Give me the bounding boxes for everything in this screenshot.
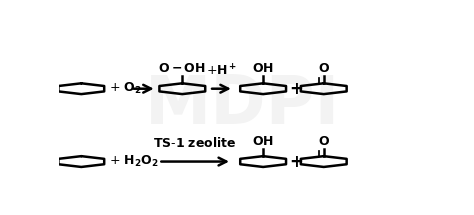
Text: $\mathbf{+}$: $\mathbf{+}$: [289, 153, 303, 170]
Text: $\mathbf{OH}$: $\mathbf{OH}$: [252, 135, 274, 148]
Text: $\mathbf{+}$: $\mathbf{+}$: [289, 80, 303, 98]
Text: $+\mathbf{H^+}$: $+\mathbf{H^+}$: [206, 63, 237, 79]
Text: $\mathbf{TS\text{-}1\ zeolite}$: $\mathbf{TS\text{-}1\ zeolite}$: [154, 136, 237, 150]
Text: MDPI: MDPI: [146, 72, 340, 138]
Text: $+$ $\mathbf{O_2}$: $+$ $\mathbf{O_2}$: [109, 81, 142, 96]
Text: $\mathbf{OH}$: $\mathbf{OH}$: [252, 62, 274, 75]
Text: $\mathbf{O}$: $\mathbf{O}$: [318, 62, 330, 75]
Text: $\mathbf{O-OH}$: $\mathbf{O-OH}$: [158, 62, 206, 75]
Text: $+$ $\mathbf{H_2O_2}$: $+$ $\mathbf{H_2O_2}$: [109, 154, 159, 169]
Text: $\mathbf{O}$: $\mathbf{O}$: [318, 135, 330, 148]
